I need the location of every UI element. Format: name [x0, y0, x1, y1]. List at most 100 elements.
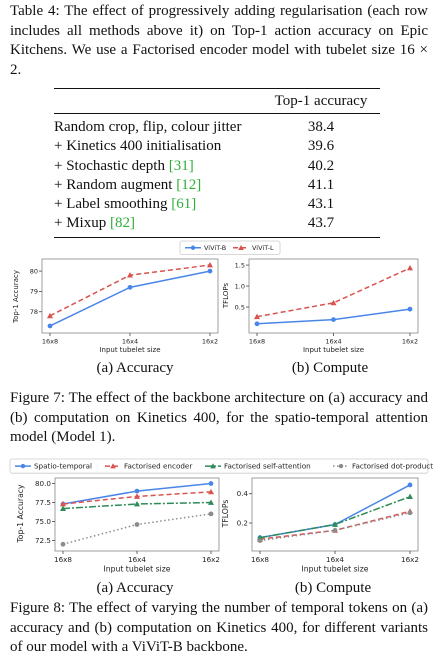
series-path — [62, 513, 212, 545]
x-tick-label: 16x2 — [401, 555, 419, 564]
legend-entry: Factorised dot-product — [333, 462, 433, 471]
data-point — [407, 265, 413, 271]
table-row-value: 40.2 — [307, 157, 335, 174]
data-point — [254, 313, 260, 320]
y-tick-label: 1.5 — [235, 261, 245, 269]
series-line — [257, 510, 413, 544]
y-tick-label: 75.0 — [35, 517, 51, 526]
data-point — [207, 268, 213, 274]
citation-link[interactable]: [12] — [176, 176, 202, 193]
legend: Spatio-temporal Factorised encoder Factori… — [9, 458, 433, 474]
table-row-value: 41.1 — [307, 176, 335, 193]
series-line — [60, 511, 214, 547]
x-tick-label: 16x4 — [128, 555, 146, 564]
y-tick-label: 79 — [30, 288, 38, 296]
x-axis-label: Input tubelet size — [301, 564, 368, 573]
data-point — [207, 262, 213, 268]
chart-fig8b: 0.2 0.4 16x8 16x4 16x2 Input tubelet size TFLO… — [221, 477, 419, 573]
series-path — [49, 270, 211, 327]
figure7-subcaption-a: (a) Accuracy — [96, 360, 174, 376]
data-point — [254, 321, 260, 327]
data-point — [60, 541, 66, 547]
y-tick-label: 1.0 — [235, 282, 245, 290]
regularisation-table-body: Random crop, flip, colour jitter 38.4 + Ki… — [54, 118, 380, 234]
legend-entry: Factorised self-attention — [205, 462, 311, 471]
table-row-value: 43.1 — [307, 196, 335, 213]
table-row-value: 39.6 — [307, 138, 335, 155]
x-tick-label: 16x2 — [402, 338, 418, 346]
x-tick-label: 16x4 — [326, 555, 344, 564]
table-row-label: + Mixup — [54, 215, 110, 232]
y-tick-label: 77.5 — [35, 498, 51, 507]
y-tick-label: 0.4 — [237, 489, 249, 498]
data-point — [338, 463, 344, 469]
table-row: + Random augment [12] 41.1 — [54, 176, 380, 195]
citation-link[interactable]: [82] — [109, 215, 135, 232]
citation-link[interactable]: [61] — [171, 196, 197, 213]
data-point — [332, 527, 338, 533]
data-point — [134, 488, 140, 494]
x-tick-label: 16x8 — [54, 555, 72, 564]
data-point — [208, 481, 214, 486]
y-axis-label: Top-1 Accuracy — [12, 270, 20, 324]
table4-caption: Table 4: The effect of progressively add… — [10, 2, 428, 80]
series-path — [256, 267, 411, 318]
x-tick-label: 16x2 — [202, 338, 218, 346]
data-point — [330, 299, 337, 306]
data-point — [47, 323, 53, 329]
x-tick-label: 16x2 — [202, 555, 220, 564]
series-line — [60, 499, 214, 511]
legend-frame — [179, 240, 281, 255]
data-point — [331, 317, 336, 323]
chart-fig7a: 78 79 80 16x8 16x4 16x2 Input tubelet size Top-… — [12, 258, 219, 354]
data-point — [208, 511, 214, 517]
data-point — [407, 306, 413, 312]
plot-frame — [41, 258, 219, 334]
x-tick-label: 16x4 — [325, 338, 341, 346]
table-header-accuracy: Top-1 accuracy — [274, 93, 368, 109]
data-point — [257, 538, 263, 544]
y-axis-label: TFLOPs — [221, 500, 230, 529]
data-point — [20, 463, 26, 469]
table-row: + Mixup [82] 43.7 — [54, 214, 380, 233]
table-row: Random crop, flip, colour jitter 38.4 — [54, 118, 380, 137]
table-row-label: + Label smoothing — [54, 196, 172, 213]
table-row: + Label smoothing [61] 43.1 — [54, 195, 380, 214]
citation-link[interactable]: [31] — [168, 157, 194, 174]
figure8-subcaption-a: (a) Accuracy — [96, 580, 174, 596]
y-tick-label: 78 — [30, 308, 38, 316]
data-point — [332, 521, 338, 527]
series-line — [257, 493, 413, 541]
legend-label: Spatio-temporal — [34, 462, 92, 471]
legend-entry: Spatio-temporal — [15, 462, 92, 471]
data-point — [47, 312, 53, 319]
regularisation-table: Top-1 accuracy — [54, 89, 380, 113]
table-row-label: + Kinetics 400 initialisation — [54, 138, 222, 155]
figure8-charts: 72.5 75.0 77.5 80.0 16x8 16x4 16x2 Input tubele… — [9, 458, 433, 573]
figure7-caption-label: Figure 7: — [10, 390, 65, 406]
data-point — [407, 482, 413, 488]
table-row-label: + Stochastic depth — [54, 157, 169, 174]
table4-caption-label: Table 4: — [10, 3, 60, 19]
y-tick-label: 72.5 — [35, 536, 51, 545]
figure8-caption-label: Figure 8: — [10, 600, 66, 616]
data-point — [127, 284, 133, 290]
data-point — [134, 493, 140, 499]
y-tick-label: 80.0 — [35, 479, 51, 488]
table-header-row: Top-1 accuracy — [54, 89, 380, 113]
legend-entry: ViViT-B — [185, 244, 226, 252]
data-point — [110, 463, 116, 469]
figure7-caption-text: The effect of the backbone architecture … — [10, 390, 428, 445]
table-row-value: 43.7 — [307, 215, 335, 232]
data-point — [60, 501, 66, 507]
y-tick-label: 0.5 — [235, 303, 245, 311]
table-row: + Stochastic depth [31] 40.2 — [54, 157, 380, 176]
data-point — [407, 510, 413, 516]
legend: ViViT-B ViViT-L — [179, 240, 281, 255]
x-tick-label: 16x8 — [251, 555, 269, 564]
data-point — [190, 245, 196, 250]
series-line — [47, 262, 213, 319]
data-point — [208, 488, 214, 495]
series-line — [47, 268, 213, 329]
figure7-subcaption-b: (b) Compute — [291, 360, 369, 376]
